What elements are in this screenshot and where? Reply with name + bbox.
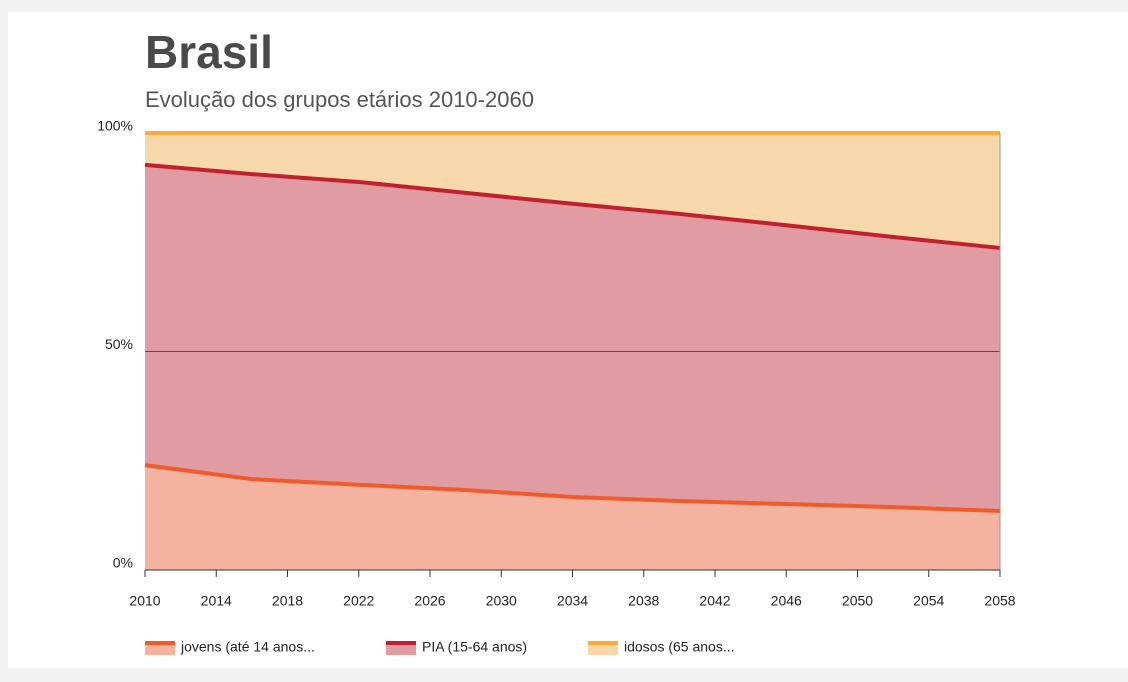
x-tick-label: 2022 [343,593,374,609]
x-tick-label: 2014 [201,593,232,609]
x-tick-label: 2038 [628,593,659,609]
line [144,162,1001,250]
legend-label: idosos (65 anos... [624,639,735,655]
legend-swatch [386,645,416,655]
x-tick-label: 2018 [272,593,303,609]
y-tick-label: 100% [97,118,133,134]
chart-subtitle: Evolução dos grupos etários 2010-2060 [145,87,534,112]
legend-swatch-line [588,641,618,645]
x-tick-label: 2046 [771,593,802,609]
legend-swatch [588,645,618,655]
x-tick-label: 2034 [557,593,588,609]
legend-label: jovens (até 14 anos... [180,639,315,655]
x-tick-label: 2042 [699,593,730,609]
chart-title: Brasil [145,26,273,78]
line [144,463,1001,514]
x-tick-label: 2058 [984,593,1015,609]
area [145,465,1000,570]
area [145,164,1000,512]
x-tick-label: 2050 [842,593,873,609]
legend-swatch-line [386,641,416,645]
legend-label: PIA (15-64 anos) [422,639,527,655]
y-tick-label: 0% [113,555,133,571]
legend-swatch [145,645,175,655]
x-tick-label: 2054 [913,593,944,609]
x-tick-label: 2030 [486,593,517,609]
y-tick-label: 50% [105,336,133,352]
x-tick-label: 2010 [129,593,160,609]
area [145,133,1000,248]
legend-swatch-line [145,641,175,645]
x-tick-label: 2026 [414,593,445,609]
